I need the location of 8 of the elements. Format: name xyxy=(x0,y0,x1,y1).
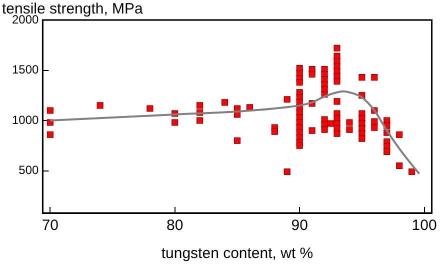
x-tick-label: 90 xyxy=(291,217,308,234)
x-tick-label: 70 xyxy=(42,217,59,234)
x-tick-label: 80 xyxy=(166,217,184,234)
x-axis-title: tungsten content, wt % xyxy=(161,245,314,262)
x-tick-label: 100 xyxy=(412,217,437,234)
y-tick-label: 1000 xyxy=(12,112,40,127)
y-tick-label: 1500 xyxy=(12,62,40,77)
y-tick-label: 500 xyxy=(18,163,40,178)
